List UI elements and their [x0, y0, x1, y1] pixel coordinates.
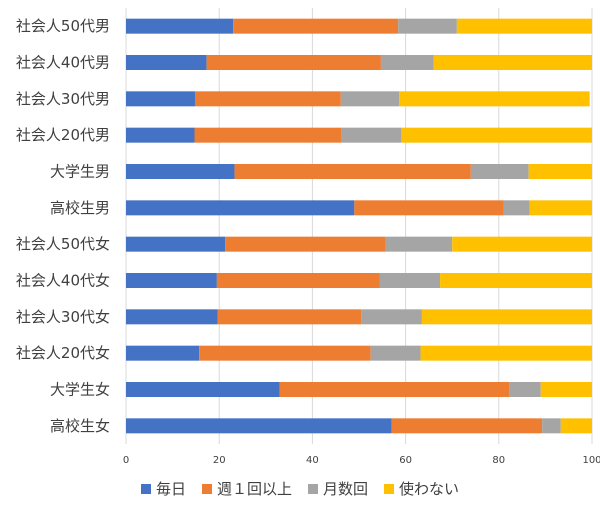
bar-8-1 [217, 309, 362, 325]
bar-4-0 [126, 164, 235, 179]
x-tick-label-1: 20 [213, 455, 226, 466]
category-label-0: 社会人50代男 [16, 17, 110, 35]
bar-5-2 [503, 200, 530, 216]
bar-5-3 [529, 200, 592, 216]
bar-8-0 [126, 309, 218, 325]
bar-2-2 [340, 91, 400, 107]
gridlines [125, 8, 593, 444]
bar-0-1 [233, 18, 399, 34]
bar-0-3 [456, 18, 592, 34]
category-label-11: 高校生女 [50, 417, 110, 435]
bar-7-2 [379, 273, 441, 288]
legend-label-2: 月数回 [323, 480, 368, 498]
x-tick-label-0: 0 [123, 455, 129, 466]
category-label-6: 社会人50代女 [16, 235, 110, 253]
bar-4-1 [234, 164, 471, 179]
category-label-2: 社会人30代男 [16, 90, 110, 108]
bar-3-2 [341, 127, 402, 143]
category-label-1: 社会人40代男 [16, 54, 110, 72]
bar-1-3 [433, 55, 592, 70]
bar-0-0 [126, 18, 234, 34]
bar-10-2 [509, 382, 541, 397]
bar-8-2 [361, 309, 422, 325]
legend-label-0: 毎日 [156, 480, 186, 498]
bar-6-1 [225, 236, 386, 252]
category-labels: 社会人50代男社会人40代男社会人30代男社会人20代男大学生男高校生男社会人5… [16, 17, 110, 435]
bar-10-3 [540, 382, 592, 397]
bar-1-2 [380, 55, 434, 70]
bar-7-1 [216, 273, 380, 288]
x-tick-label-3: 60 [399, 455, 412, 466]
bar-11-2 [542, 418, 561, 434]
category-label-4: 大学生男 [50, 163, 110, 181]
bar-6-3 [452, 236, 592, 252]
bar-9-3 [420, 345, 592, 361]
bar-3-1 [194, 127, 342, 143]
bar-7-0 [126, 273, 217, 288]
bar-11-0 [126, 418, 392, 434]
bar-5-1 [354, 200, 504, 216]
x-tick-labels: 0 20 40 60 80 100 [123, 455, 600, 466]
bar-11-1 [391, 418, 543, 434]
bar-11-3 [560, 418, 592, 434]
category-label-9: 社会人20代女 [16, 344, 110, 362]
bar-8-3 [421, 309, 592, 325]
legend-label-3: 使わない [399, 480, 459, 498]
bar-6-0 [126, 236, 226, 252]
bar-2-1 [194, 91, 341, 107]
bar-0-2 [398, 18, 457, 34]
bar-6-2 [385, 236, 453, 252]
bar-1-1 [206, 55, 381, 70]
bar-9-1 [199, 345, 371, 361]
legend-swatch-0 [141, 484, 151, 494]
bar-2-3 [399, 91, 590, 107]
legend-swatch-3 [384, 484, 394, 494]
bar-9-0 [126, 345, 200, 361]
legend-swatch-2 [308, 484, 318, 494]
bar-10-0 [126, 382, 280, 397]
legend-swatch-1 [202, 484, 212, 494]
x-tick-label-2: 40 [306, 455, 319, 466]
bar-7-3 [440, 273, 592, 288]
bar-9-2 [370, 345, 421, 361]
category-label-5: 高校生男 [50, 199, 110, 217]
category-label-3: 社会人20代男 [16, 126, 110, 144]
category-label-8: 社会人30代女 [16, 308, 110, 326]
bar-3-3 [401, 127, 592, 143]
bar-1-0 [126, 55, 207, 70]
bar-5-0 [126, 200, 355, 216]
category-label-10: 大学生女 [50, 381, 110, 399]
bar-10-1 [279, 382, 510, 397]
legend: 毎日 週１回以上 月数回 使わない [141, 480, 459, 498]
x-tick-label-4: 80 [492, 455, 505, 466]
legend-label-1: 週１回以上 [217, 480, 292, 498]
bar-3-0 [126, 127, 195, 143]
x-tick-label-5: 100 [582, 455, 600, 466]
bars [126, 18, 592, 434]
bar-4-3 [528, 164, 592, 179]
category-label-7: 社会人40代女 [16, 272, 110, 290]
bar-2-0 [126, 91, 195, 107]
bar-4-2 [470, 164, 529, 179]
